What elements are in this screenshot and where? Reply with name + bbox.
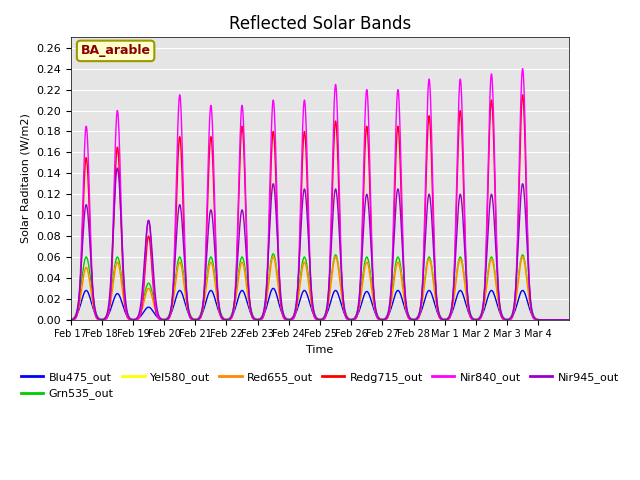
Redg715_out [67, 317, 74, 323]
Red655_out [481, 298, 489, 303]
Red655_out [170, 292, 178, 298]
Blu475_out [534, 317, 542, 323]
Nir945_out [67, 317, 74, 323]
Grn535_out [170, 287, 178, 293]
Line: Redg715_out: Redg715_out [70, 95, 570, 320]
Nir945_out [113, 165, 121, 171]
Nir840_out [534, 317, 542, 323]
Blu475_out [456, 288, 464, 293]
Grn535_out [481, 293, 489, 299]
Yel580_out [534, 317, 542, 323]
Blu475_out [67, 317, 74, 323]
Grn535_out [269, 251, 277, 257]
Blu475_out [566, 317, 573, 323]
Yel580_out [566, 317, 573, 323]
Nir840_out [494, 271, 502, 276]
Red655_out [338, 296, 346, 301]
Legend: Blu475_out, Grn535_out, Yel580_out, Red655_out, Redg715_out, Nir840_out, Nir945_: Blu475_out, Grn535_out, Yel580_out, Red6… [17, 368, 623, 404]
Blu475_out [365, 291, 372, 297]
Redg715_out [338, 283, 346, 288]
Redg715_out [534, 317, 542, 323]
Nir945_out [339, 281, 346, 287]
Red655_out [519, 254, 527, 260]
Redg715_out [365, 154, 372, 160]
Nir945_out [365, 207, 372, 213]
Nir945_out [494, 280, 502, 286]
Line: Yel580_out: Yel580_out [70, 257, 570, 320]
Redg715_out [170, 271, 178, 277]
Nir840_out [365, 123, 372, 129]
Grn535_out [339, 293, 346, 299]
Blu475_out [339, 304, 346, 310]
Blu475_out [481, 304, 489, 310]
Grn535_out [456, 254, 464, 260]
Line: Nir840_out: Nir840_out [70, 69, 570, 320]
Grn535_out [67, 317, 74, 323]
Yel580_out [481, 298, 489, 303]
Yel580_out [456, 256, 464, 262]
Yel580_out [338, 296, 346, 301]
Nir945_out [534, 317, 542, 323]
Line: Red655_out: Red655_out [70, 257, 570, 320]
Nir945_out [566, 317, 573, 323]
Grn535_out [566, 317, 573, 323]
Nir945_out [481, 282, 489, 288]
Title: Reflected Solar Bands: Reflected Solar Bands [229, 15, 411, 33]
Red655_out [534, 317, 542, 323]
Red655_out [456, 256, 464, 262]
Yel580_out [365, 265, 372, 271]
Nir840_out [67, 317, 74, 323]
Yel580_out [170, 292, 178, 298]
Redg715_out [566, 317, 573, 323]
Nir840_out [456, 76, 464, 82]
Redg715_out [481, 283, 489, 288]
Nir945_out [170, 273, 178, 278]
Yel580_out [519, 254, 527, 260]
Redg715_out [456, 108, 464, 113]
Grn535_out [494, 292, 502, 298]
Red655_out [494, 295, 502, 301]
Nir840_out [566, 317, 573, 323]
Redg715_out [519, 92, 527, 98]
X-axis label: Time: Time [307, 345, 333, 355]
Nir840_out [170, 261, 178, 266]
Red655_out [566, 317, 573, 323]
Redg715_out [494, 276, 502, 281]
Line: Grn535_out: Grn535_out [70, 254, 570, 320]
Nir840_out [338, 276, 346, 282]
Nir840_out [519, 66, 527, 72]
Red655_out [67, 317, 74, 323]
Yel580_out [67, 317, 74, 323]
Line: Blu475_out: Blu475_out [70, 288, 570, 320]
Nir945_out [456, 192, 464, 197]
Nir840_out [481, 279, 489, 285]
Yel580_out [494, 295, 502, 301]
Red655_out [365, 265, 372, 271]
Blu475_out [170, 301, 178, 307]
Y-axis label: Solar Raditaion (W/m2): Solar Raditaion (W/m2) [20, 114, 31, 243]
Grn535_out [365, 260, 372, 266]
Blu475_out [494, 304, 502, 310]
Text: BA_arable: BA_arable [81, 44, 150, 58]
Blu475_out [269, 286, 277, 291]
Grn535_out [534, 317, 542, 323]
Line: Nir945_out: Nir945_out [70, 168, 570, 320]
